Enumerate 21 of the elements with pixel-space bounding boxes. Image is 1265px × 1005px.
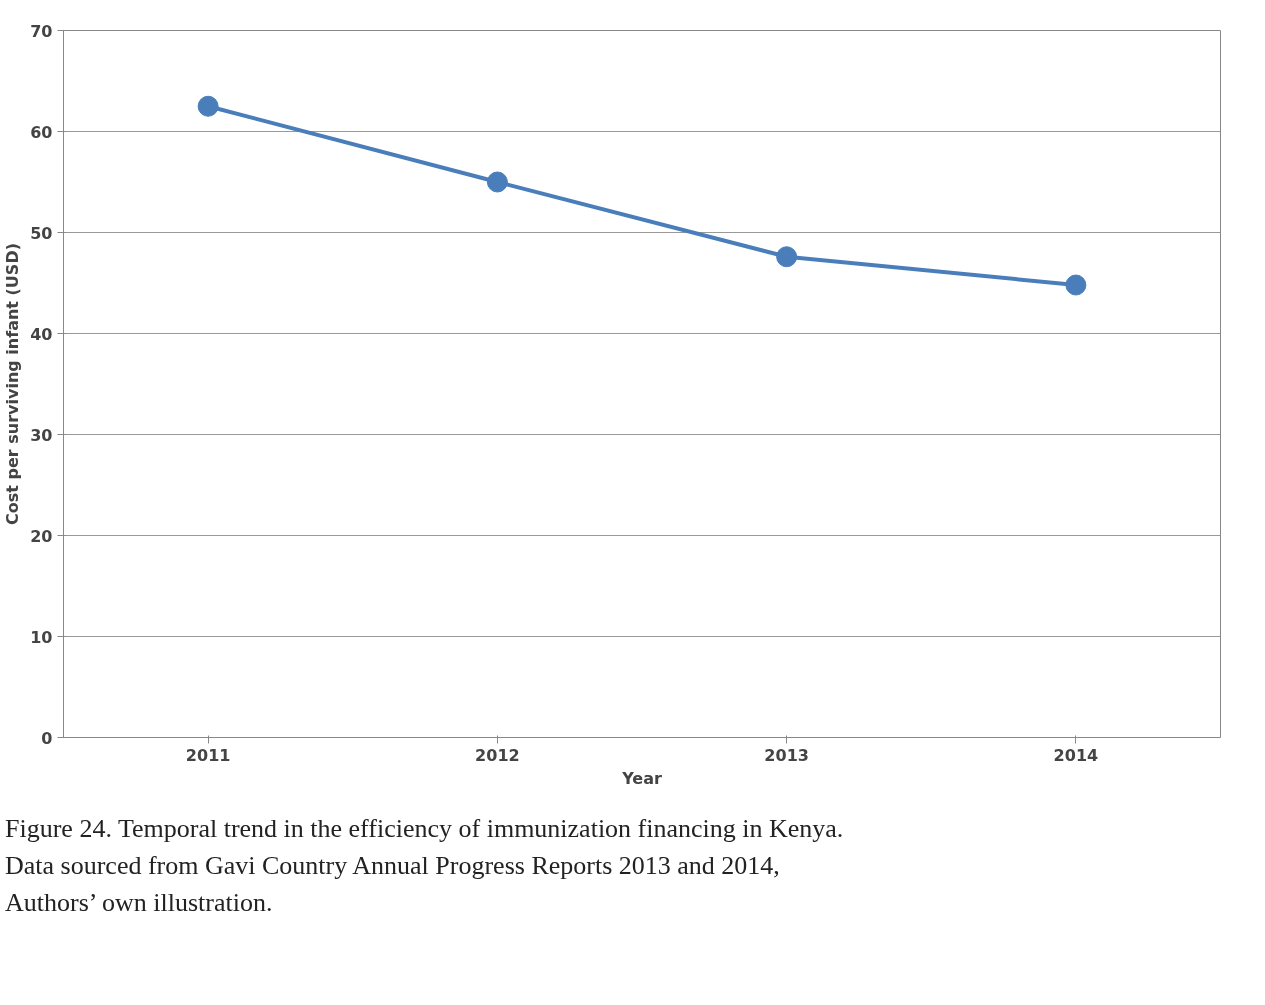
y-tick-label: 10	[30, 627, 53, 647]
text: Authors’ own illustration.	[5, 888, 273, 918]
x-tick-label: 2012	[475, 745, 520, 765]
y-tick-label: 0	[41, 728, 53, 748]
point	[197, 95, 219, 117]
x-tick-label: 2011	[185, 745, 231, 765]
y-tick-label: 30	[30, 425, 53, 445]
x-tick-label: 2013	[764, 745, 809, 765]
point	[486, 171, 508, 193]
text: Data sourced from Gavi Country Annual Progress Reports 2013 and 2014,	[5, 851, 780, 881]
y-tick-label: 50	[30, 223, 53, 243]
y-tick-label: 40	[30, 324, 53, 344]
text: Figure 24. Temporal trend in the efficiency of immunization financing in Kenya.	[5, 814, 844, 843]
x-axis-title: Year	[621, 768, 662, 788]
y-tick-label: 70	[30, 21, 53, 41]
y-tick-label: 20	[30, 526, 53, 546]
point	[1065, 274, 1087, 296]
x-tick-label: 2014	[1053, 745, 1099, 765]
y-tick-label: 60	[30, 122, 53, 142]
point	[776, 246, 798, 268]
y-axis-title: Cost per surviving infant (USD)	[3, 243, 23, 525]
